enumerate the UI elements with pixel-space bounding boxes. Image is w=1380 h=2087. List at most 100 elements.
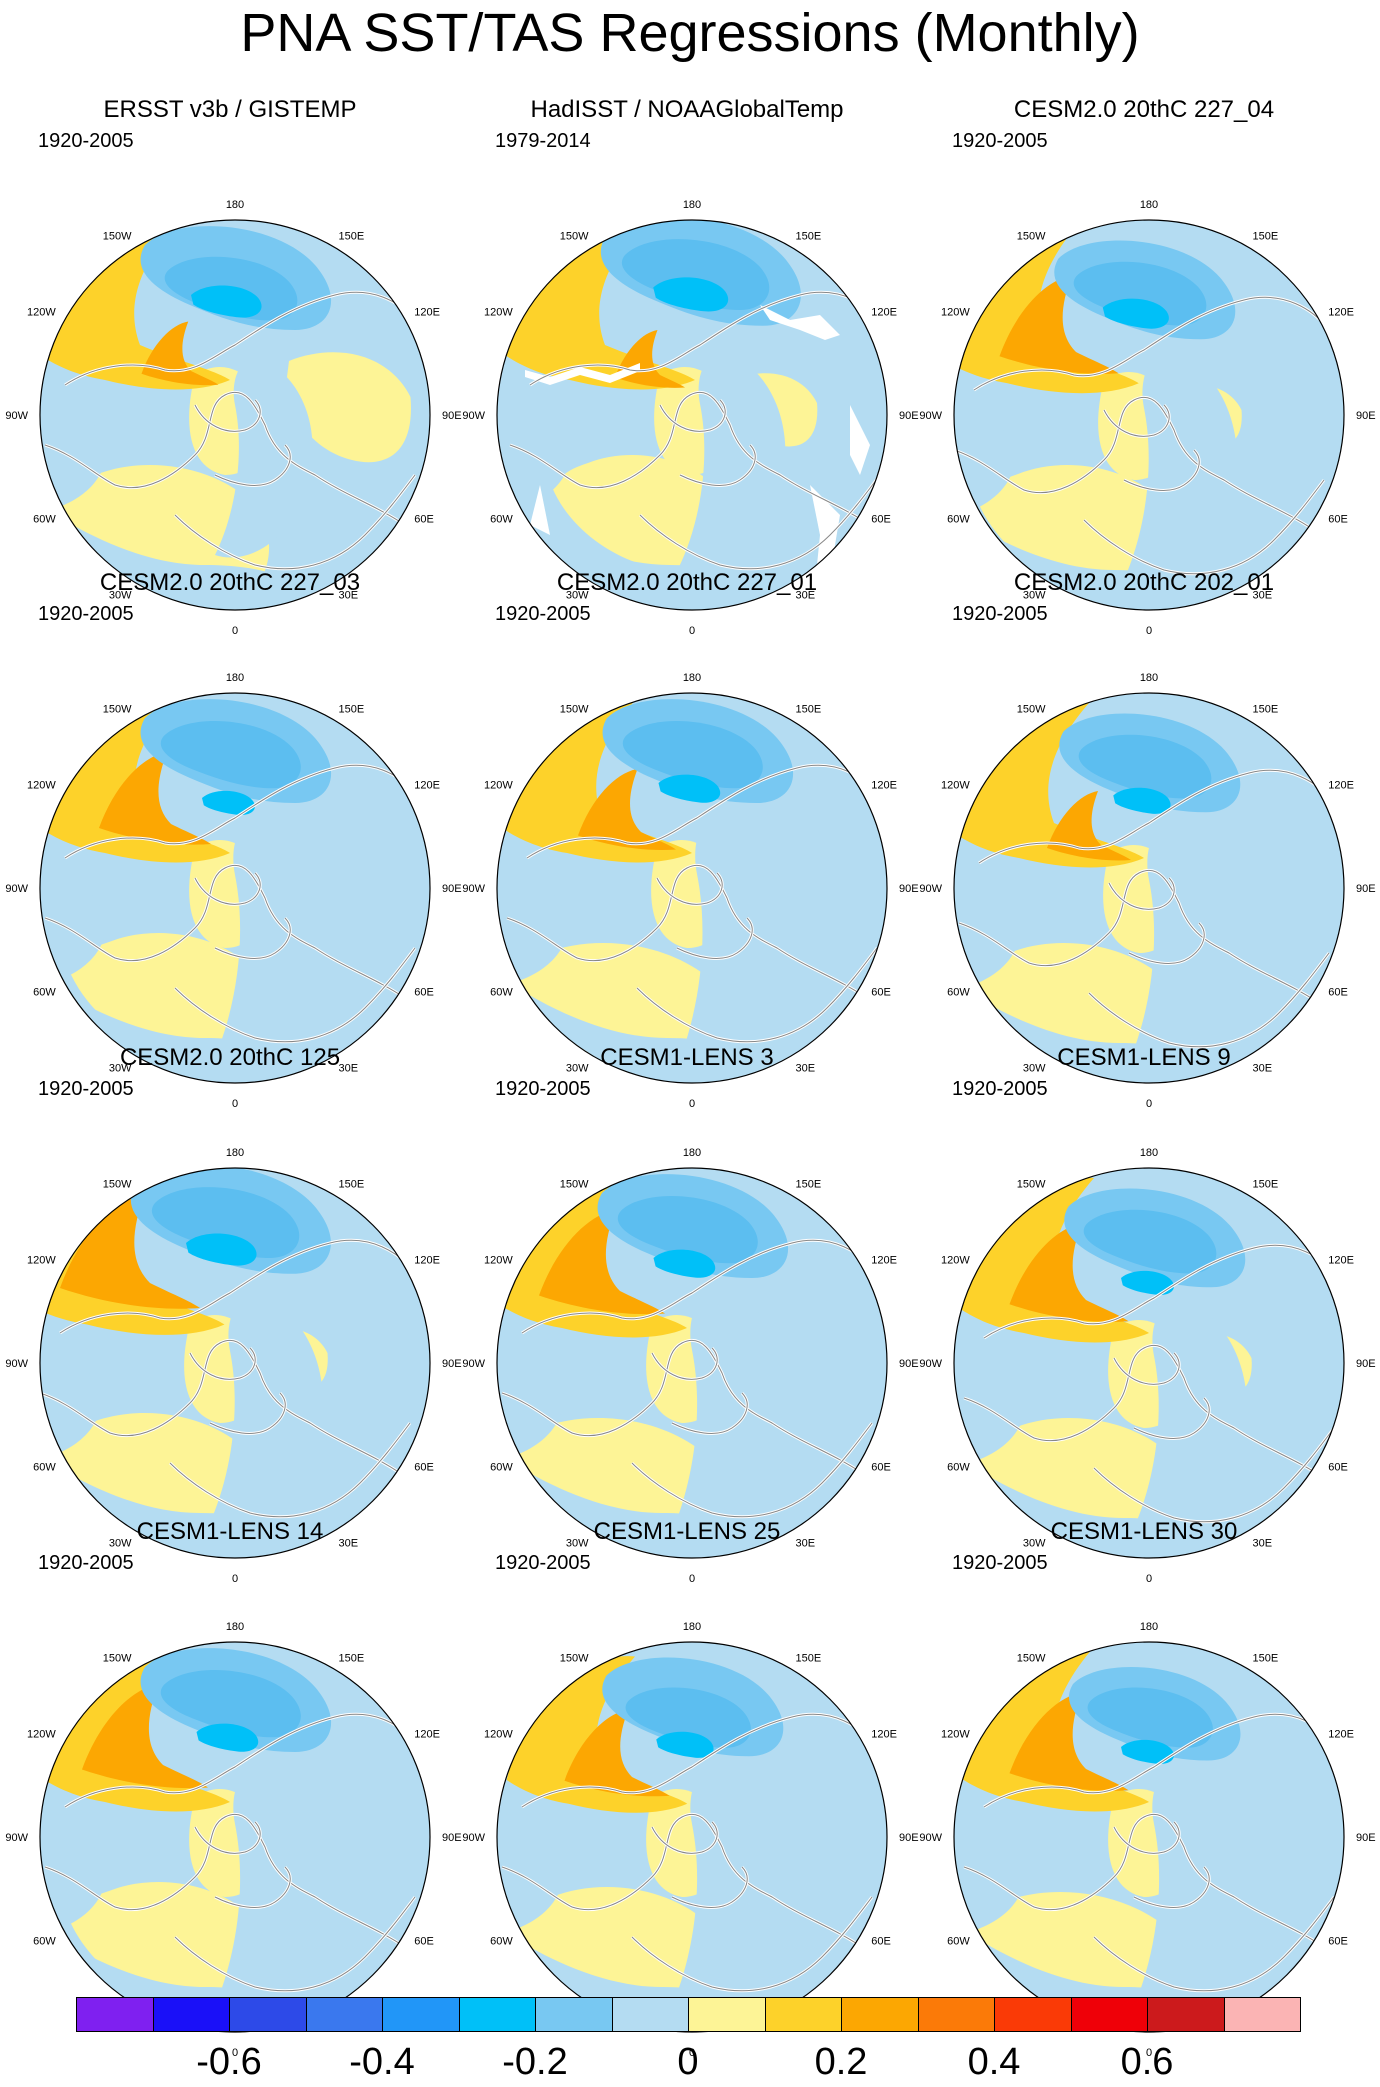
cold-core-north-pacific [653, 1249, 716, 1278]
longitude-label-120E: 120E [414, 307, 440, 319]
map-field [497, 1642, 887, 2032]
longitude-label-30W: 30W [566, 1062, 589, 1074]
longitude-label-180: 180 [1140, 1147, 1158, 1159]
longitude-label-0: 0 [689, 1098, 695, 1110]
colorbar-swatch [1070, 1997, 1148, 2032]
longitude-label-150W: 150W [103, 1179, 132, 1191]
cold-region-asia [215, 355, 313, 558]
cold-region-asia [678, 349, 786, 572]
colorbar-tick-label: 0.6 [1120, 2041, 1174, 2083]
map-border [953, 219, 1345, 611]
cold-region-ring [40, 505, 315, 610]
cold-core-north-pacific [191, 285, 262, 318]
panel-title: CESM2.0 20thC 227_01 [556, 569, 818, 596]
panel-period: 1920-2005 [38, 130, 134, 152]
coastlines [963, 1243, 1341, 1524]
longitude-label-60E: 60E [871, 987, 891, 999]
colorbar-swatch [76, 1997, 154, 2032]
panel-period: 1920-2005 [952, 130, 1048, 152]
map-panel: 180 150E 120E 90E 60E 30E 0 30W 60W 90W 120W 150W ER… [0, 95, 461, 637]
panel-period: 1920-2005 [38, 1078, 134, 1100]
cold-region-asia [1120, 348, 1238, 591]
longitude-label-180: 180 [683, 672, 701, 684]
coastlines [44, 763, 422, 1044]
warm-core-pna [564, 1709, 670, 1797]
longitude-label-120E: 120E [1328, 780, 1354, 792]
cold-region-north-pacific-mid [1078, 734, 1212, 799]
longitude-label-60W: 60W [490, 987, 513, 999]
longitude-label-30E: 30E [1253, 1537, 1273, 1549]
longitude-label-90W: 90W [462, 410, 485, 422]
longitude-label-90E: 90E [899, 1832, 919, 1844]
longitude-label-120W: 120W [484, 1255, 513, 1267]
colorbar-tick-label: -0.4 [349, 2041, 415, 2083]
colorbar-swatch [305, 1997, 383, 2032]
longitude-label-120E: 120E [414, 780, 440, 792]
map-field [40, 1168, 430, 1558]
map-border [496, 1167, 888, 1559]
coastlines [44, 290, 422, 571]
longitude-label-0: 0 [232, 1098, 238, 1110]
cold-region-north-pacific-mid [160, 1669, 301, 1738]
longitude-label-0: 0 [689, 1573, 695, 1585]
longitude-label-30W: 30W [1023, 1062, 1046, 1074]
longitude-label-180: 180 [1140, 199, 1158, 211]
longitude-label-150E: 150E [796, 704, 822, 716]
colorbar-swatch [688, 1997, 766, 2032]
cold-core-north-pacific [1113, 787, 1171, 814]
longitude-label-90W: 90W [5, 1832, 28, 1844]
map-field [497, 1168, 887, 1558]
cold-region-ring [959, 1458, 1234, 1558]
longitude-label-150E: 150E [1253, 1179, 1279, 1191]
longitude-label-120E: 120E [871, 307, 897, 319]
map-panel: 180 150E 120E 90E 60E 30E 0 30W 60W 90W 120W 150W CE… [914, 1517, 1375, 2059]
cold-core-north-pacific [1121, 1270, 1174, 1295]
coastlines [963, 1712, 1341, 1993]
longitude-label-150W: 150W [103, 1653, 132, 1665]
map-border [953, 692, 1345, 1084]
warm-core-pna [60, 1193, 200, 1309]
map-panel: 180 150E 120E 90E 60E 30E 0 30W 60W 90W 120W 150W CE… [914, 1043, 1375, 1585]
longitude-label-180: 180 [226, 199, 244, 211]
longitude-label-60E: 60E [414, 1936, 434, 1948]
colorbar [76, 1997, 1301, 2032]
longitude-label-60W: 60W [947, 1936, 970, 1948]
cold-core-north-pacific [1121, 1739, 1174, 1764]
longitude-label-120W: 120W [941, 1255, 970, 1267]
warm-core-pna [1009, 1692, 1129, 1791]
cold-region-ring [40, 1453, 310, 1558]
longitude-label-60W: 60W [33, 1936, 56, 1948]
cold-core-north-pacific [186, 1233, 257, 1266]
longitude-label-30W: 30W [1023, 589, 1046, 601]
longitude-label-30E: 30E [339, 1062, 359, 1074]
colorbar-tick-label: 0 [677, 2041, 699, 2083]
panel-period: 1979-2014 [495, 130, 591, 152]
longitude-label-150E: 150E [339, 1179, 365, 1191]
longitude-label-120E: 120E [414, 1729, 440, 1741]
panel-title: CESM2.0 20thC 227_03 [99, 569, 361, 596]
cold-region-north-pacific-mid [625, 1687, 751, 1748]
longitude-label-150E: 150E [796, 231, 822, 243]
longitude-label-120W: 120W [941, 1729, 970, 1741]
longitude-label-120W: 120W [27, 1255, 56, 1267]
warm-core-pna [82, 1684, 208, 1789]
map-field [40, 693, 430, 1083]
longitude-label-0: 0 [689, 2047, 695, 2059]
longitude-label-90W: 90W [919, 410, 942, 422]
colorbar-swatch [458, 1997, 536, 2032]
colorbar-swatch [994, 1997, 1072, 2032]
warm-region-atlantic [552, 455, 728, 571]
cold-region-north-pacific-mid [1087, 1687, 1213, 1748]
longitude-label-120E: 120E [871, 780, 897, 792]
longitude-label-30W: 30W [109, 1537, 132, 1549]
longitude-label-0: 0 [232, 625, 238, 637]
colorbar-tick-label: 0.4 [967, 2041, 1021, 2083]
map-panel: 180 150E 120E 90E 60E 30E 0 30W 60W 90W 120W 150W CE… [457, 1517, 919, 2059]
longitude-label-150E: 150E [796, 1653, 822, 1665]
cold-region-asia [669, 804, 806, 1083]
colorbar-tick-label: 0.2 [814, 2041, 868, 2083]
